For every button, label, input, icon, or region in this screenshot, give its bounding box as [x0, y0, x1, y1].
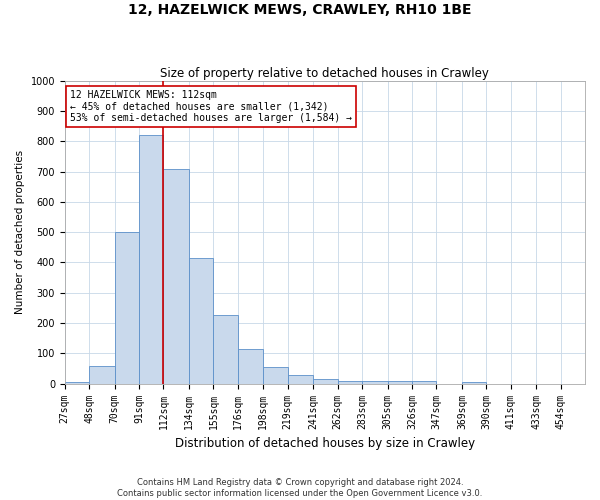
- Bar: [362, 380, 388, 384]
- Bar: [115, 232, 139, 384]
- Text: 12 HAZELWICK MEWS: 112sqm
← 45% of detached houses are smaller (1,342)
53% of se: 12 HAZELWICK MEWS: 112sqm ← 45% of detac…: [70, 90, 352, 123]
- Bar: [462, 382, 486, 384]
- Bar: [263, 367, 288, 384]
- Bar: [65, 382, 89, 384]
- Bar: [338, 380, 362, 384]
- Text: 12, HAZELWICK MEWS, CRAWLEY, RH10 1BE: 12, HAZELWICK MEWS, CRAWLEY, RH10 1BE: [128, 2, 472, 16]
- Bar: [288, 374, 313, 384]
- Bar: [139, 135, 163, 384]
- Bar: [163, 168, 189, 384]
- Bar: [89, 366, 115, 384]
- X-axis label: Distribution of detached houses by size in Crawley: Distribution of detached houses by size …: [175, 437, 475, 450]
- Bar: [412, 382, 436, 384]
- Title: Size of property relative to detached houses in Crawley: Size of property relative to detached ho…: [160, 66, 490, 80]
- Bar: [313, 379, 338, 384]
- Bar: [238, 349, 263, 384]
- Bar: [214, 314, 238, 384]
- Text: Contains HM Land Registry data © Crown copyright and database right 2024.
Contai: Contains HM Land Registry data © Crown c…: [118, 478, 482, 498]
- Y-axis label: Number of detached properties: Number of detached properties: [15, 150, 25, 314]
- Bar: [189, 258, 214, 384]
- Bar: [388, 380, 412, 384]
